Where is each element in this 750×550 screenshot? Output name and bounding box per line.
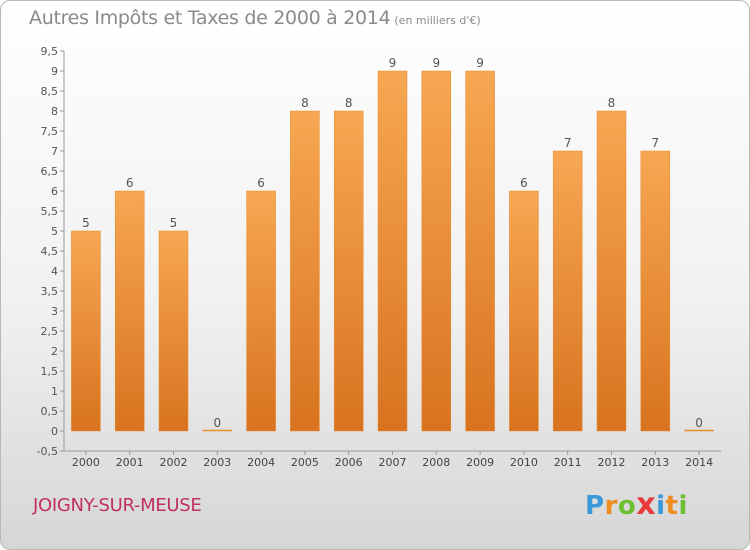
value-label-2010: 6 <box>520 176 528 190</box>
x-tick-label-2013: 2013 <box>641 456 669 469</box>
x-tick-label-2001: 2001 <box>116 456 144 469</box>
y-tick-label: 8,5 <box>41 85 59 98</box>
x-tick-label-2009: 2009 <box>466 456 494 469</box>
y-tick-label: -0,5 <box>37 445 58 458</box>
value-label-2004: 6 <box>257 176 265 190</box>
bar-2002 <box>158 230 189 432</box>
bar-2013 <box>640 150 671 432</box>
bar-2004 <box>246 190 276 432</box>
logo-letter: t <box>665 491 679 521</box>
y-tick-label: 2,5 <box>41 325 59 338</box>
bar-2012 <box>596 110 627 432</box>
bar-2007 <box>377 70 408 432</box>
bar-2000 <box>71 230 101 432</box>
chart-subtitle: (en milliers d'€) <box>394 14 481 27</box>
value-label-2000: 5 <box>82 216 90 230</box>
y-tick-label: 7 <box>51 145 58 158</box>
y-tick-label: 3 <box>51 305 58 318</box>
y-tick-label: 5,5 <box>41 205 59 218</box>
logo-letter: P <box>585 491 605 521</box>
logo-letter: r <box>604 491 618 521</box>
y-tick-label: 6,5 <box>41 165 59 178</box>
x-tick-label-2005: 2005 <box>291 456 319 469</box>
y-tick-label: 0 <box>51 425 58 438</box>
bar-2008 <box>421 70 452 432</box>
y-tick-label: 4,5 <box>41 245 59 258</box>
x-tick-label-2006: 2006 <box>335 456 363 469</box>
chart-title: Autres Impôts et Taxes de 2000 à 2014 (en… <box>29 7 481 29</box>
y-tick-label: 6 <box>51 185 58 198</box>
value-label-2007: 9 <box>389 56 397 70</box>
value-label-2006: 8 <box>345 96 353 110</box>
bar-2003 <box>202 429 233 432</box>
x-tick-label-2010: 2010 <box>510 456 538 469</box>
x-tick-label-2004: 2004 <box>247 456 275 469</box>
y-tick-label: 2 <box>51 345 58 358</box>
y-tick-label: 9 <box>51 65 58 78</box>
logo-letter: o <box>617 491 637 521</box>
x-tick-label-2007: 2007 <box>379 456 407 469</box>
logo-letter: i <box>678 491 688 521</box>
logo-letter: i <box>656 491 666 521</box>
proxiti-logo[interactable]: Proxiti <box>585 487 688 522</box>
bar-2006 <box>333 110 364 432</box>
y-tick-label: 3,5 <box>41 285 59 298</box>
bar-chart: -0,5 0 0,5 1 1,5 2 2,5 3 3,5 4 4,5 5 5,5 6 6,5 7 7,5 8 8,5… <box>37 45 721 469</box>
value-label-2009: 9 <box>476 56 484 70</box>
y-tick-label: 0,5 <box>41 405 59 418</box>
bar-2005 <box>290 110 320 432</box>
x-tick-label-2003: 2003 <box>203 456 231 469</box>
bar-2010 <box>509 190 539 432</box>
value-label-2002: 5 <box>170 216 178 230</box>
y-tick-label: 7,5 <box>41 125 59 138</box>
logo-letter: x <box>636 487 657 522</box>
y-tick-label: 5 <box>51 225 58 238</box>
value-label-2013: 7 <box>651 136 659 150</box>
x-tick-label-2011: 2011 <box>554 456 582 469</box>
y-tick-label: 1 <box>51 385 58 398</box>
value-label-2011: 7 <box>564 136 572 150</box>
x-tick-label-2008: 2008 <box>422 456 450 469</box>
value-label-2005: 8 <box>301 96 309 110</box>
bar-2009 <box>465 70 495 432</box>
x-tick-label-2002: 2002 <box>160 456 188 469</box>
x-tick-label-2012: 2012 <box>598 456 626 469</box>
city-name: JOIGNY-SUR-MEUSE <box>33 495 202 516</box>
value-label-2003: 0 <box>213 416 221 430</box>
value-label-2012: 8 <box>608 96 616 110</box>
y-tick-label: 8 <box>51 105 58 118</box>
value-label-2008: 9 <box>432 56 440 70</box>
y-tick-label: 4 <box>51 265 58 278</box>
bar-2001 <box>114 190 145 432</box>
value-label-2001: 6 <box>126 176 134 190</box>
bar-2014 <box>684 429 714 432</box>
y-tick-label: 9,5 <box>41 45 59 58</box>
chart-title-text: Autres Impôts et Taxes de 2000 à 2014 <box>29 7 391 29</box>
x-tick-label-2000: 2000 <box>72 456 100 469</box>
y-tick-label: 1,5 <box>41 365 59 378</box>
x-tick-label-2014: 2014 <box>685 456 713 469</box>
bar-2011 <box>552 150 583 432</box>
value-label-2014: 0 <box>695 416 703 430</box>
